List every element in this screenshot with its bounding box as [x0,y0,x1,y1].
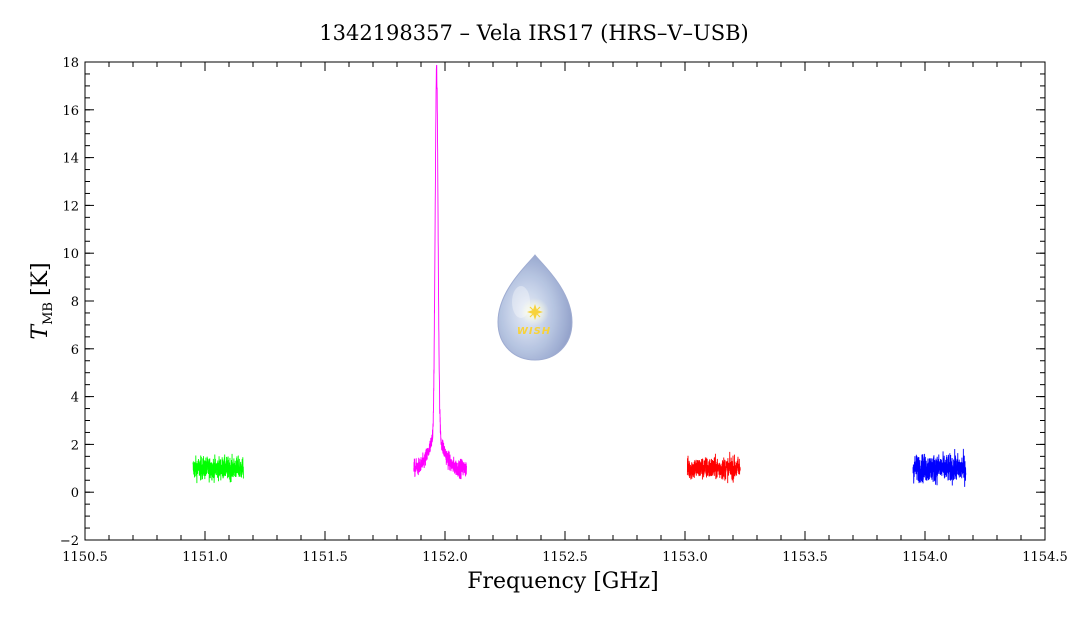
y-tick-label: 8 [71,295,79,310]
y-tick-label: 6 [71,343,79,358]
x-tick-label: 1154.5 [1022,550,1068,565]
y-tick-label: 16 [62,104,79,119]
y-tick-label: 12 [62,199,79,214]
chart-title: 1342198357 – Vela IRS17 (HRS–V–USB) [319,21,749,45]
x-tick-label: 1151.5 [302,550,348,565]
x-tick-label: 1152.5 [542,550,588,565]
y-tick-label: −2 [60,534,79,549]
x-tick-label: 1152.0 [422,550,468,565]
spectrum-series-line [686,451,741,484]
y-tick-labels: −2 0 2 4 6 8 10 12 14 16 18 [60,56,79,549]
spectrum-series-line [912,448,967,487]
star-rays-icon [529,306,541,318]
y-tick-label: 2 [71,438,79,453]
y-tick-label: 14 [62,152,79,167]
x-tick-label: 1150.5 [62,550,108,565]
y-axis-symbol: T [28,323,53,340]
x-tick-label: 1151.0 [182,550,228,565]
spectrum-series-line [192,453,244,484]
y-tick-label: 10 [62,247,79,262]
y-tick-label: 18 [62,56,79,71]
y-axis-unit: [K] [28,262,53,296]
x-tick-label: 1153.0 [662,550,708,565]
y-axis-subscript: MB [41,302,56,325]
ticks-layer [84,61,1046,541]
wish-logo: WISH [497,254,573,361]
y-tick-label: 0 [71,486,79,501]
spectrum-series-line [413,64,468,480]
x-tick-label: 1153.5 [782,550,828,565]
series-layer [192,64,967,487]
x-tick-labels: 1150.5 1151.0 1151.5 1152.0 1152.5 1153.0 1153… [62,550,1068,565]
logo-text: WISH [517,326,551,337]
y-tick-label: 4 [71,391,79,406]
x-axis-title: Frequency [GHz] [467,569,659,594]
x-tick-label: 1154.0 [902,550,948,565]
y-axis-title: TMB [K] [28,262,56,339]
